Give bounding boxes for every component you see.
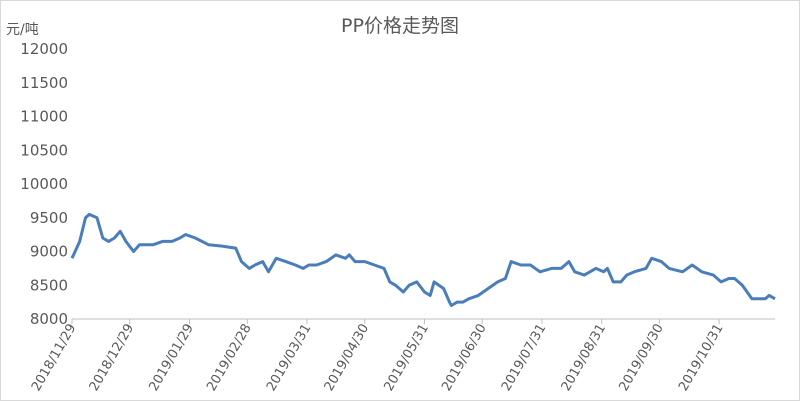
y-tick-label: 10000 [20, 175, 68, 193]
chart-title: PP价格走势图 [341, 15, 459, 37]
y-tick-label: 8500 [30, 276, 68, 294]
y-tick-label: 10500 [20, 141, 68, 159]
y-tick-label: 9000 [30, 243, 68, 261]
y-axis-label: 元/吨 [6, 22, 39, 38]
y-tick-label: 11000 [20, 108, 68, 126]
price-line [70, 212, 776, 307]
y-tick-label: 8000 [30, 310, 68, 328]
y-tick-label: 9500 [30, 209, 68, 227]
y-tick-label: 12000 [20, 40, 68, 58]
y-tick-label: 11500 [20, 74, 68, 92]
